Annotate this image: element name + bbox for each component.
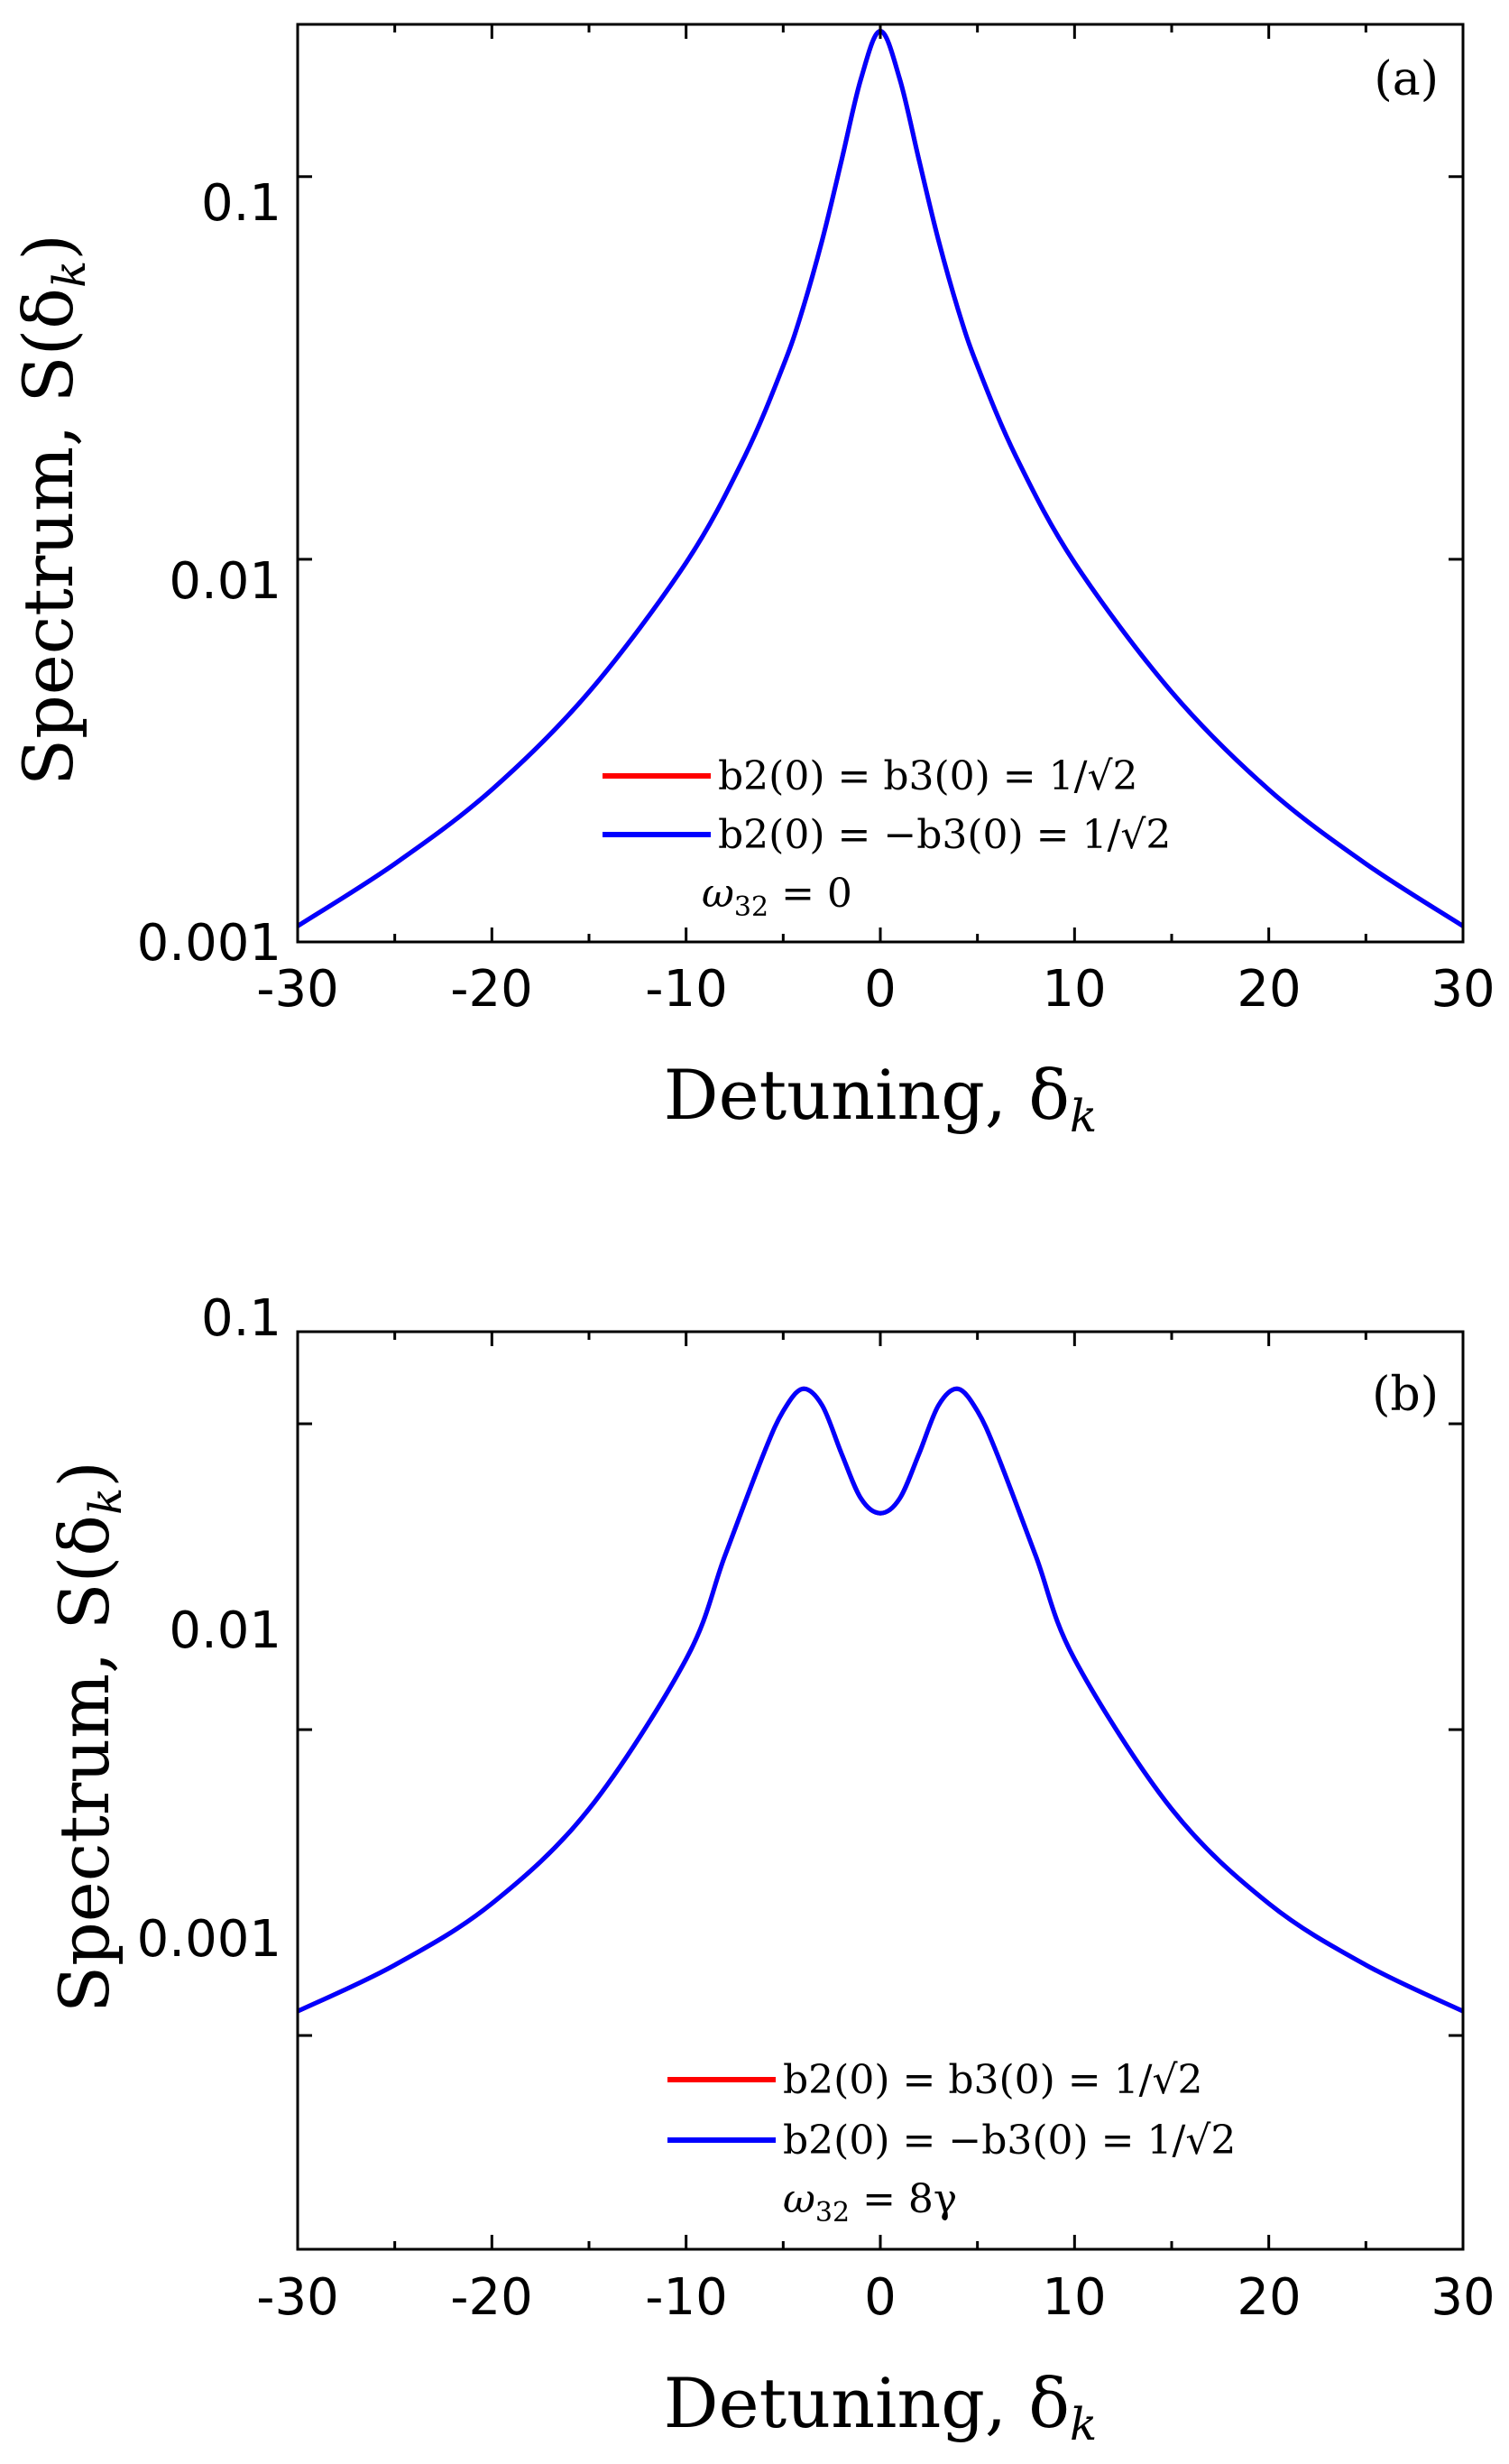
- panel-a-legend-entry-1: b2(0) = b3(0) = 1/√2: [718, 753, 1138, 799]
- panel-b-xtick-label: 20: [1237, 2268, 1301, 2327]
- panel-a-xtick-label: 10: [1042, 960, 1106, 1019]
- panel-a-legend-entry-2: b2(0) = −b3(0) = 1/√2: [718, 812, 1171, 858]
- panel-a-y-axis-title-sub: k: [43, 261, 96, 288]
- panel-b-legend-note-rest: = 8γ: [850, 2176, 957, 2222]
- panel-a-xtick-label: 30: [1431, 960, 1495, 1019]
- panel-a-xtick-label: -30: [256, 960, 338, 1019]
- panel-b-frame: [296, 1330, 1465, 2251]
- panel-a-ytick-label: 0.01: [169, 552, 281, 611]
- panel-b-legend-entry-2: b2(0) = −b3(0) = 1/√2: [783, 2118, 1236, 2164]
- panel-b-curves: [296, 1386, 1465, 2014]
- panel-a-x-axis-title-main: Detuning, δ: [664, 1055, 1070, 1135]
- panel-b-legend: b2(0) = b3(0) = 1/√2 b2(0) = −b3(0) = 1/…: [667, 2057, 1236, 2229]
- panel-a-y-axis-title: Spectrum, S(δk): [8, 234, 96, 786]
- panel-a-y-axis-title-close: ): [8, 234, 88, 261]
- panel-a-x-axis-title-sub: k: [1070, 1090, 1097, 1142]
- panel-b-y-axis-title-close: ): [44, 1461, 124, 1488]
- panel-b-ticks: [296, 1332, 1465, 2249]
- panel-b-y-axis-title-main: Spectrum, S(δ: [44, 1515, 124, 2013]
- panel-a-legend-note: ω32 = 0: [702, 871, 852, 923]
- panel-a-ytick-label: 0.001: [137, 914, 281, 973]
- panel-a-ytick-label: 0.1: [201, 174, 281, 233]
- panel-a: -30 -20 -10 0 10 20 30 0.001 0.01 0.1 De…: [8, 23, 1495, 1142]
- panel-a-x-axis-title: Detuning, δk: [664, 1055, 1098, 1142]
- panel-a-y-axis-title-main: Spectrum, S(δ: [8, 288, 88, 786]
- panel-b-x-axis-title: Detuning, δk: [664, 2363, 1098, 2450]
- panel-a-legend-note-sub: 32: [734, 891, 768, 923]
- panel-b-legend-entry-1: b2(0) = b3(0) = 1/√2: [783, 2057, 1203, 2103]
- panel-b-legend-note: ω32 = 8γ: [783, 2176, 957, 2229]
- panel-a-xtick-label: 20: [1237, 960, 1301, 1019]
- panel-a-legend-note-symbol: ω: [702, 871, 734, 917]
- panel-b-x-axis-title-sub: k: [1070, 2398, 1097, 2450]
- panel-b-xtick-label: -10: [645, 2268, 727, 2327]
- panel-b-ytick-label: 0.001: [137, 1910, 281, 1969]
- panel-b-y-axis-title: Spectrum, S(δk): [44, 1461, 132, 2013]
- panel-a-legend: b2(0) = b3(0) = 1/√2 b2(0) = −b3(0) = 1/…: [603, 753, 1171, 923]
- panel-b-series-blue-line: [296, 1386, 1465, 2014]
- panel-b-ytick-label: 0.1: [201, 1289, 281, 1348]
- panel-a-ticks: [296, 24, 1465, 944]
- panel-b-x-axis-title-main: Detuning, δ: [664, 2363, 1070, 2443]
- panel-a-xtick-label: 0: [864, 960, 897, 1019]
- panel-a-label: (a): [1374, 52, 1439, 106]
- panel-b-legend-note-symbol: ω: [783, 2176, 815, 2222]
- panel-b-y-axis-title-sub: k: [79, 1488, 132, 1515]
- panel-b-legend-note-sub: 32: [815, 2197, 850, 2229]
- panel-b: -30 -20 -10 0 10 20 30 0.001 0.01 0.1 De…: [44, 1289, 1495, 2450]
- panel-b-xtick-label: -20: [450, 2268, 532, 2327]
- panel-a-xtick-label: -20: [450, 960, 532, 1019]
- panel-b-xtick-label: 0: [864, 2268, 897, 2327]
- panel-b-xtick-label: 10: [1042, 2268, 1106, 2327]
- panel-b-xtick-label: 30: [1431, 2268, 1495, 2327]
- panel-b-ytick-label: 0.01: [169, 1601, 281, 1660]
- panel-b-label: (b): [1372, 1368, 1439, 1422]
- panel-b-xtick-label: -30: [256, 2268, 338, 2327]
- panel-a-legend-note-rest: = 0: [768, 871, 852, 917]
- panel-a-xtick-label: -10: [645, 960, 727, 1019]
